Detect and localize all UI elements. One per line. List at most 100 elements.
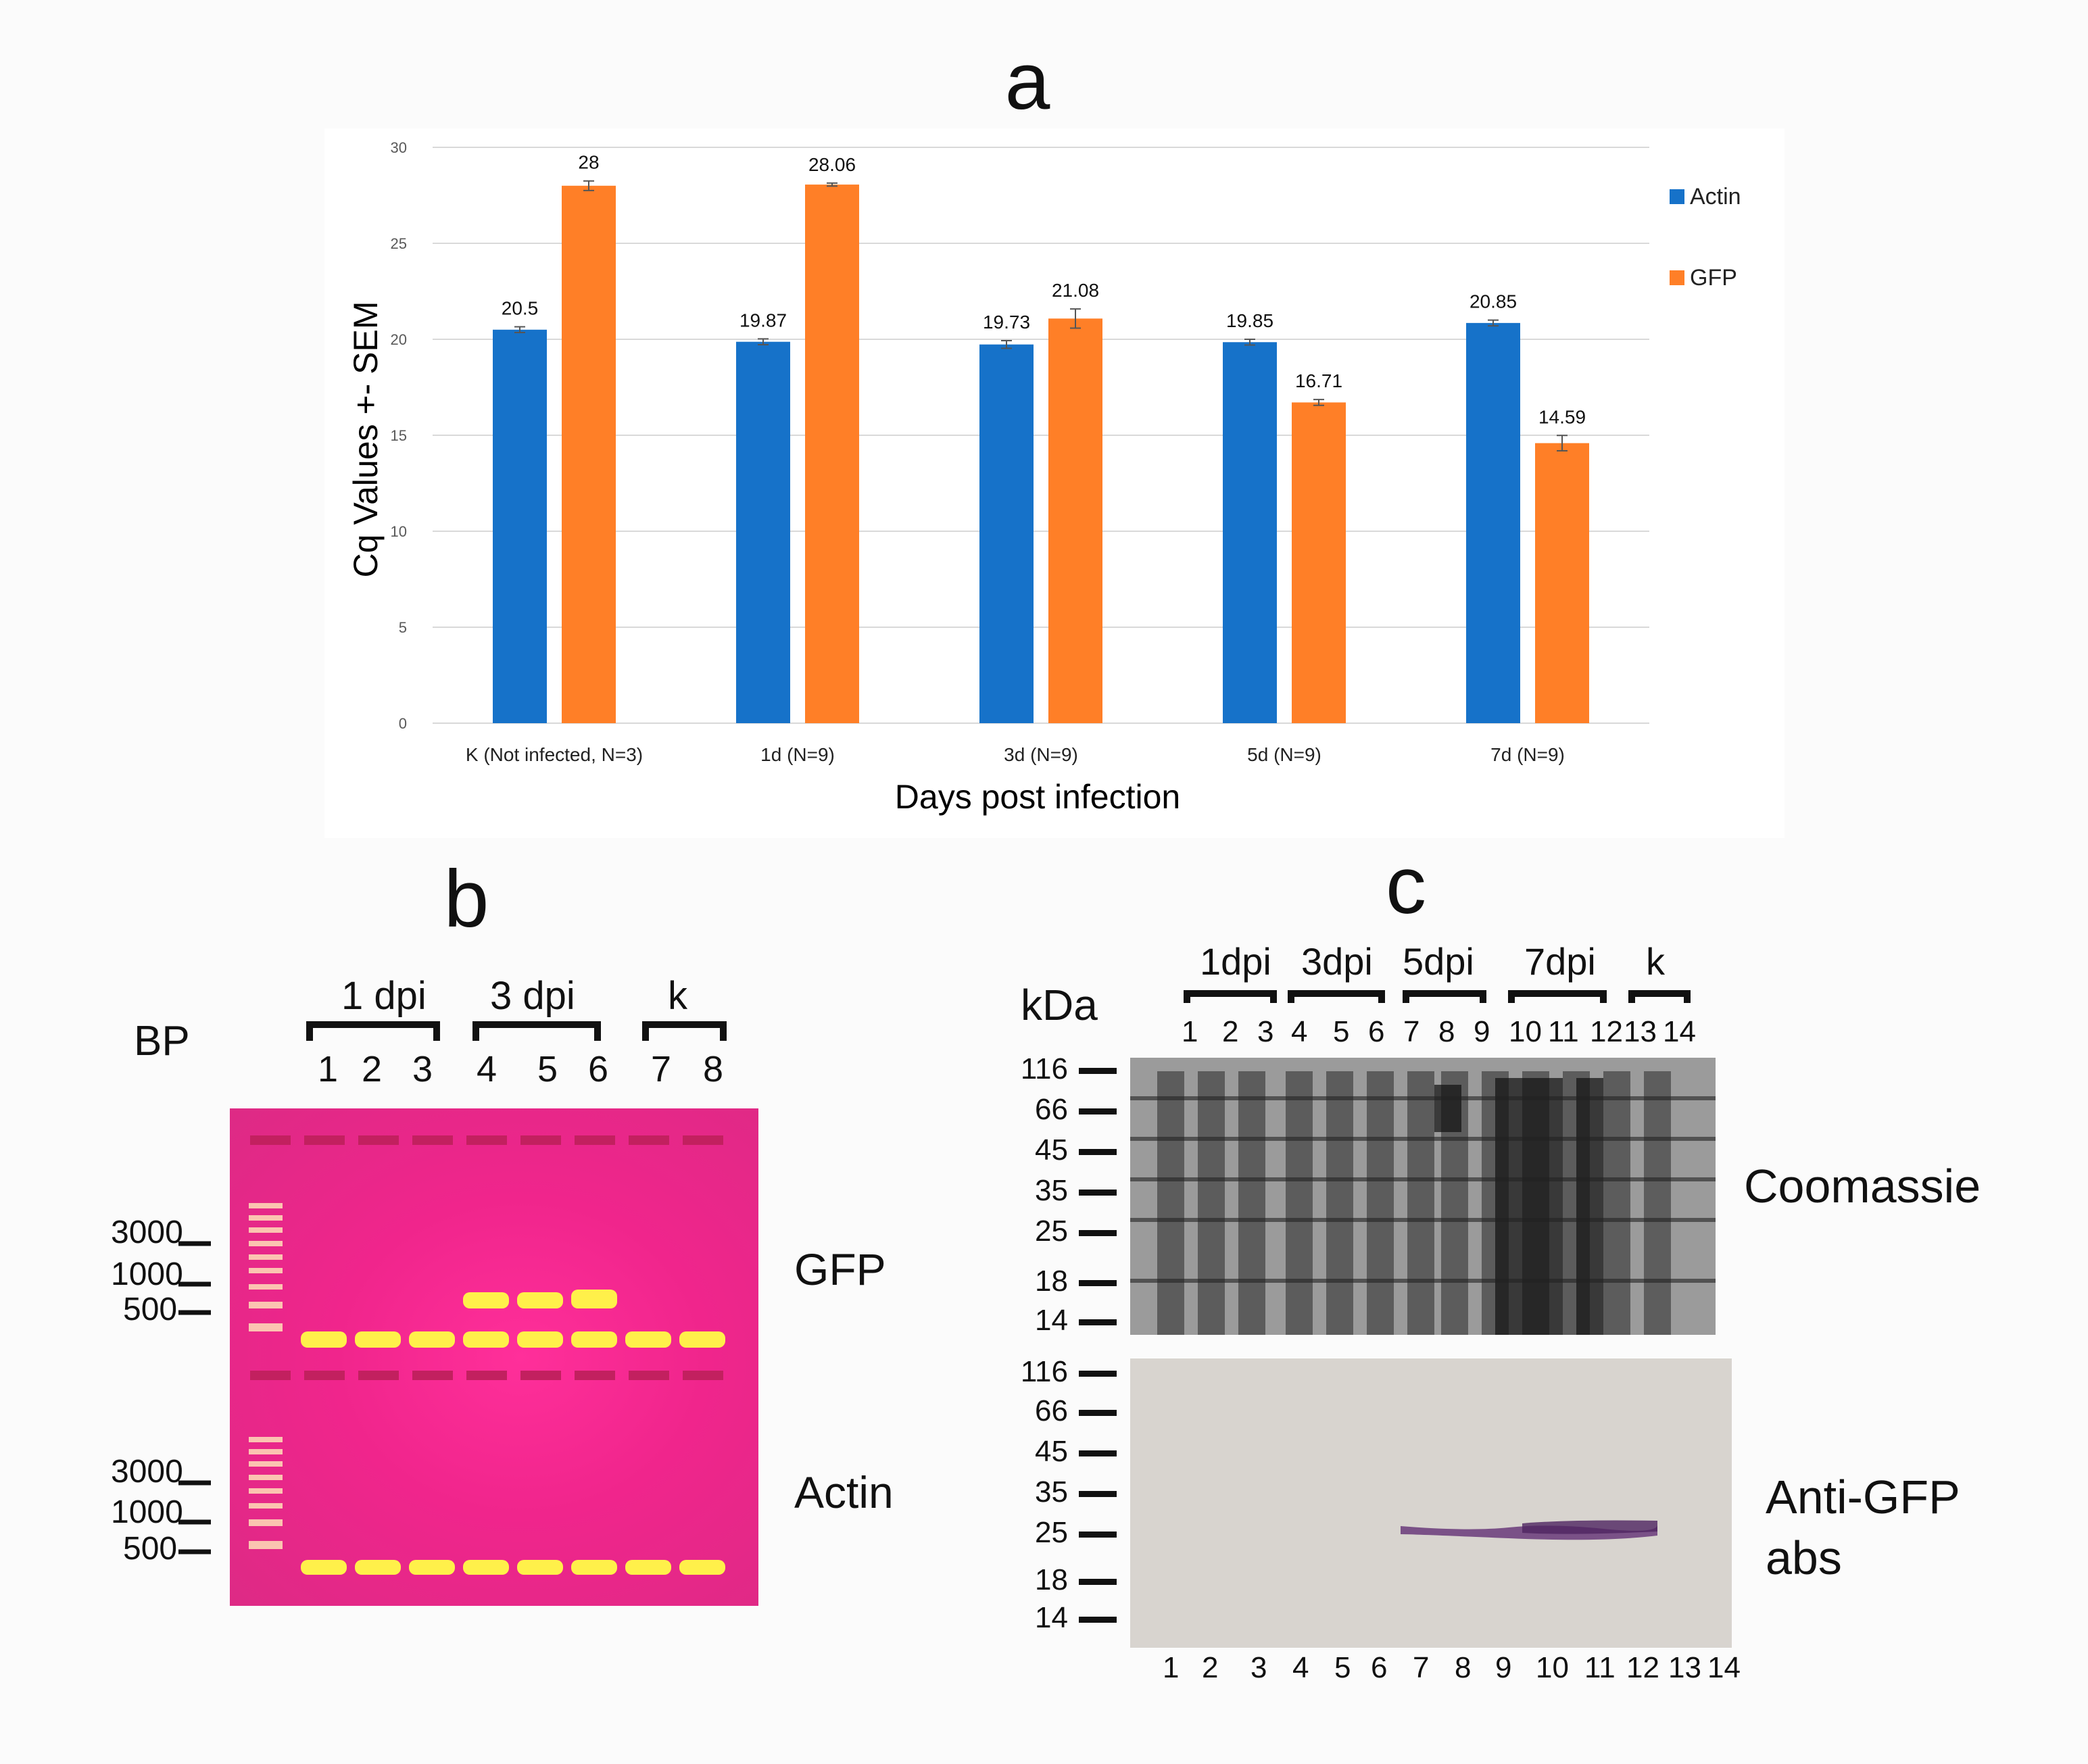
blot-lane-number-bottom: 3 bbox=[1251, 1651, 1267, 1684]
blot-marker-coomassie: 25 bbox=[1035, 1215, 1068, 1248]
x-tick-label: K (Not infected, N=3) bbox=[466, 744, 643, 765]
legend-swatch-actin bbox=[1670, 189, 1684, 204]
blot-lane-number-top: 13 bbox=[1624, 1015, 1657, 1048]
panel-b-letter: b bbox=[443, 854, 489, 944]
blot-lane-number-bottom: 5 bbox=[1334, 1651, 1351, 1684]
bracket-3dpi-c bbox=[1288, 990, 1385, 1003]
gel-row1-lower-bands bbox=[301, 1331, 725, 1348]
blot-marker-tick bbox=[1079, 1532, 1117, 1538]
bracket-7dpi-c bbox=[1508, 990, 1607, 1003]
y-tick-label: 20 bbox=[391, 331, 407, 348]
blot-marker-coomassie: 45 bbox=[1035, 1133, 1068, 1167]
panel-a-letter: a bbox=[1004, 36, 1050, 126]
blot-lane-number-bottom: 14 bbox=[1707, 1651, 1741, 1684]
y-tick-label: 0 bbox=[399, 715, 407, 732]
error-bar bbox=[1244, 339, 1255, 346]
x-axis-label: Days post infection bbox=[895, 778, 1180, 816]
anti-gfp-bands bbox=[1401, 1520, 1657, 1540]
anti-gfp-label: Anti-GFP bbox=[1766, 1471, 1960, 1523]
coomassie-bands bbox=[1130, 1058, 1716, 1335]
data-label: 19.73 bbox=[983, 312, 1030, 333]
bracket-1dpi bbox=[306, 1021, 440, 1041]
blot-marker-tick bbox=[1079, 1230, 1117, 1236]
blot-marker-coomassie: 14 bbox=[1035, 1304, 1068, 1337]
blot-lane-number-bottom: 8 bbox=[1455, 1651, 1472, 1684]
bar-actin bbox=[979, 344, 1034, 724]
bracket-1dpi-c bbox=[1184, 990, 1277, 1003]
y-tick-label: 15 bbox=[391, 427, 407, 444]
bracket-k bbox=[642, 1021, 727, 1041]
group-label-3dpi: 3 dpi bbox=[490, 974, 575, 1018]
data-label: 28 bbox=[578, 152, 599, 173]
bar-gfp bbox=[562, 185, 616, 723]
panel-a-chart: 20.5 28 19.87 28.06 19.73 21.08 19.85 16.71 20.8… bbox=[324, 128, 1784, 838]
group-label-1dpi: 1 dpi bbox=[341, 974, 427, 1018]
panel-c-letter: c bbox=[1386, 840, 1426, 931]
gel-lane-number: 7 bbox=[651, 1049, 672, 1089]
gel-lane-number: 1 bbox=[318, 1049, 339, 1089]
y-axis-label: Cq Values +- SEM bbox=[347, 301, 385, 578]
data-label: 16.71 bbox=[1295, 370, 1342, 391]
blot-marker-coomassie: 18 bbox=[1035, 1265, 1068, 1298]
blot-lane-number-bottom: 2 bbox=[1202, 1651, 1219, 1684]
blot-lane-number-bottom: 6 bbox=[1371, 1651, 1388, 1684]
error-bar bbox=[827, 182, 837, 187]
error-bar bbox=[1557, 435, 1568, 452]
y-tick-label: 25 bbox=[391, 235, 407, 252]
y-tick-label: 10 bbox=[391, 523, 407, 540]
gel-marker-bottom-1000: 1000 bbox=[111, 1494, 183, 1530]
blot-marker-tick bbox=[1079, 1190, 1117, 1196]
blot-marker-tick bbox=[1079, 1450, 1117, 1456]
blot-marker-tick bbox=[1079, 1410, 1117, 1416]
data-label: 20.5 bbox=[502, 298, 539, 319]
coomassie-label: Coomassie bbox=[1744, 1160, 1981, 1212]
x-tick-label: 7d (N=9) bbox=[1490, 744, 1565, 765]
bar-actin bbox=[493, 329, 547, 723]
y-tick-label: 30 bbox=[391, 139, 407, 156]
blot-lane-number-top: 9 bbox=[1474, 1015, 1490, 1048]
blot-lane-number-top: 10 bbox=[1509, 1015, 1542, 1048]
blot-lane-number-bottom: 10 bbox=[1536, 1651, 1569, 1684]
gel-lane-number: 6 bbox=[588, 1049, 609, 1089]
blot-lane-number-bottom: 4 bbox=[1292, 1651, 1309, 1684]
bar-gfp bbox=[805, 185, 859, 723]
ladder-bottom bbox=[249, 1437, 283, 1549]
gel-lane-number: 4 bbox=[477, 1049, 497, 1089]
blot-marker-coomassie: 35 bbox=[1035, 1174, 1068, 1207]
blot-marker-coomassie: 66 bbox=[1035, 1093, 1068, 1126]
blot-group-5dpi: 5dpi bbox=[1403, 940, 1474, 983]
blot-marker-tick bbox=[1079, 1108, 1117, 1114]
blot-marker-tick bbox=[1079, 1371, 1117, 1377]
gel-gfp-bands bbox=[463, 1290, 617, 1308]
blot-marker-coomassie: 116 bbox=[1020, 1052, 1068, 1085]
bar-actin bbox=[1466, 322, 1520, 723]
blot-group-7dpi: 7dpi bbox=[1524, 940, 1596, 983]
blot-group-1dpi: 1dpi bbox=[1200, 940, 1271, 983]
bracket-k-c bbox=[1628, 990, 1691, 1003]
blot-marker-antigfp: 66 bbox=[1035, 1394, 1068, 1427]
blot-marker-tick bbox=[1079, 1280, 1117, 1286]
bar-gfp bbox=[1535, 443, 1589, 723]
error-bar bbox=[514, 326, 525, 334]
data-label: 19.87 bbox=[739, 310, 787, 330]
group-label-k: k bbox=[668, 974, 687, 1018]
coomassie-gel bbox=[1130, 1058, 1716, 1335]
data-label: 21.08 bbox=[1052, 280, 1099, 301]
legend-label-actin: Actin bbox=[1690, 184, 1741, 210]
gel-lane-number: 2 bbox=[362, 1049, 383, 1089]
bar-actin bbox=[736, 341, 790, 723]
gel-marker-top-3000: 3000 bbox=[111, 1215, 183, 1250]
data-label: 20.85 bbox=[1470, 291, 1517, 312]
gel-lane-number: 8 bbox=[703, 1049, 724, 1089]
bracket-3dpi bbox=[472, 1021, 601, 1041]
blot-lane-number-bottom: 9 bbox=[1495, 1651, 1512, 1684]
x-tick-label: 5d (N=9) bbox=[1247, 744, 1321, 765]
blot-lane-number-bottom: 13 bbox=[1668, 1651, 1701, 1684]
blot-lane-number-top: 5 bbox=[1333, 1015, 1350, 1048]
error-bar bbox=[758, 338, 769, 345]
gel-lane-number: 5 bbox=[537, 1049, 558, 1089]
blot-marker-antigfp: 25 bbox=[1035, 1516, 1068, 1549]
